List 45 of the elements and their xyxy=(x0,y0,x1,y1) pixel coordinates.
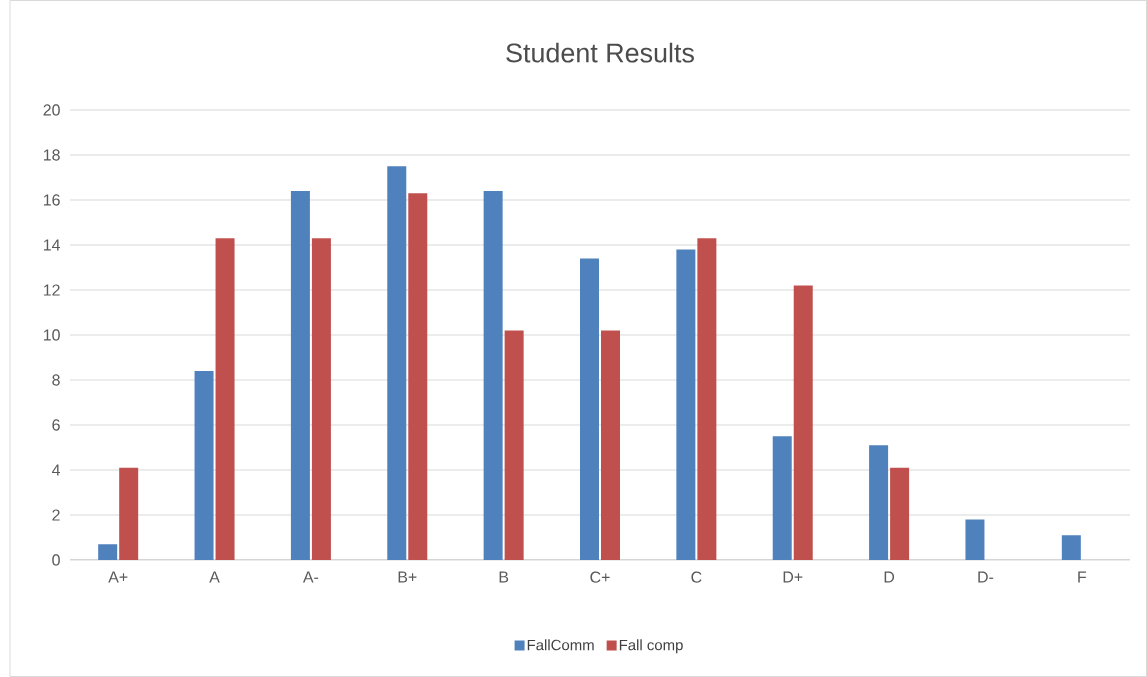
bar xyxy=(504,330,524,560)
y-tick-label: 0 xyxy=(52,554,60,566)
y-tick-label: 8 xyxy=(52,374,60,386)
bar xyxy=(215,238,235,560)
bar xyxy=(194,371,214,560)
y-tick-label: 16 xyxy=(43,194,60,206)
bar xyxy=(869,445,889,560)
y-tick-label: 10 xyxy=(43,329,60,341)
x-tick-label: A xyxy=(209,571,220,583)
x-tick-label: D xyxy=(884,571,895,583)
legend-label: Fall comp xyxy=(619,639,683,654)
y-tick-label: 20 xyxy=(43,104,60,116)
x-tick-label: D+ xyxy=(783,571,803,583)
legend-label: FallComm xyxy=(527,639,594,651)
x-tick-label: C+ xyxy=(590,571,610,583)
x-tick-label: A+ xyxy=(108,571,128,583)
bar xyxy=(580,258,599,560)
y-tick-label: 14 xyxy=(43,239,60,251)
bar xyxy=(408,193,428,560)
x-tick-label: D- xyxy=(978,571,994,583)
bar xyxy=(98,544,118,560)
bar xyxy=(1061,535,1081,560)
bar xyxy=(387,166,407,560)
bar xyxy=(119,467,139,560)
x-tick-label: B+ xyxy=(398,571,417,583)
y-tick-label: 12 xyxy=(43,284,60,296)
y-tick-label: 18 xyxy=(43,149,60,161)
bar xyxy=(601,330,620,560)
bar xyxy=(697,238,717,560)
bar xyxy=(311,238,331,560)
x-tick-label: C xyxy=(691,571,702,583)
y-tick-label: 2 xyxy=(52,509,60,521)
y-tick-label: 6 xyxy=(52,419,60,431)
bar xyxy=(890,467,910,560)
bar xyxy=(483,191,503,560)
y-tick-label: 4 xyxy=(51,464,61,476)
bar xyxy=(793,285,813,560)
chart-title: Student Results xyxy=(506,42,694,63)
bar xyxy=(772,436,792,560)
x-tick-label: A- xyxy=(302,571,319,583)
x-tick-label: B xyxy=(499,571,509,583)
bar xyxy=(965,519,985,560)
x-tick-label: F xyxy=(1078,571,1087,583)
bar xyxy=(290,191,310,560)
bar xyxy=(676,249,696,560)
